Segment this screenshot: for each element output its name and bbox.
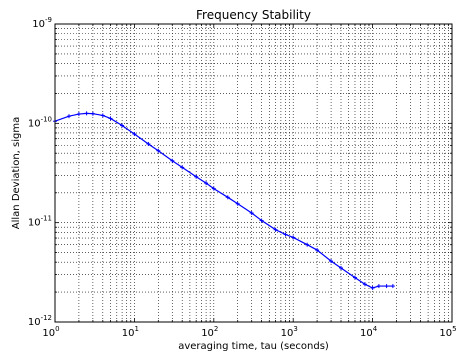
data-point: [90, 111, 95, 116]
data-point: [315, 248, 320, 253]
data-point: [291, 235, 296, 240]
data-point: [370, 285, 375, 290]
data-point: [84, 111, 89, 116]
series-layer: [53, 111, 395, 290]
x-axis-label: averaging time, tau (seconds): [178, 341, 329, 352]
axis-ticks: 100 101 102 103 104 105 10-12 10-11 10-10 10-9: [28, 16, 457, 339]
y-tick-label: 10-9: [32, 16, 52, 30]
data-point: [235, 201, 240, 206]
data-point: [259, 218, 264, 223]
data-point: [120, 123, 125, 128]
data-point: [146, 141, 151, 146]
x-tick-label: 104: [360, 325, 378, 339]
data-point: [283, 232, 288, 237]
data-point: [249, 211, 254, 216]
data-point: [194, 174, 199, 179]
y-tick-label: 10-11: [28, 215, 52, 229]
data-point: [100, 113, 105, 118]
data-point: [339, 265, 344, 270]
data-point: [376, 284, 381, 289]
data-point: [352, 275, 357, 280]
data-point: [66, 114, 71, 119]
data-point: [362, 282, 367, 287]
data-point: [390, 284, 395, 289]
data-point: [132, 132, 137, 137]
data-point: [211, 186, 216, 191]
data-point: [305, 242, 310, 247]
x-tick-label: 103: [281, 325, 298, 339]
x-tick-label: 102: [201, 325, 218, 339]
grid-lines: [55, 24, 452, 322]
data-point: [76, 112, 81, 117]
y-axis-label: Allan Deviation, sigma: [11, 117, 22, 229]
data-point: [180, 165, 185, 170]
data-point: [329, 259, 334, 264]
x-tick-label: 100: [42, 325, 59, 339]
x-tick-label: 105: [439, 325, 456, 339]
plot-frame: [54, 23, 453, 323]
data-point: [204, 181, 209, 186]
data-point: [384, 284, 389, 289]
y-tick-label: 10-12: [28, 314, 52, 328]
data-point: [108, 116, 113, 121]
data-point: [225, 195, 230, 200]
data-point: [273, 227, 278, 232]
data-point: [156, 148, 161, 153]
y-tick-label: 10-10: [28, 115, 52, 129]
x-tick-label: 101: [122, 325, 139, 339]
chart-title: Frequency Stability: [196, 8, 311, 22]
data-point: [170, 158, 175, 163]
